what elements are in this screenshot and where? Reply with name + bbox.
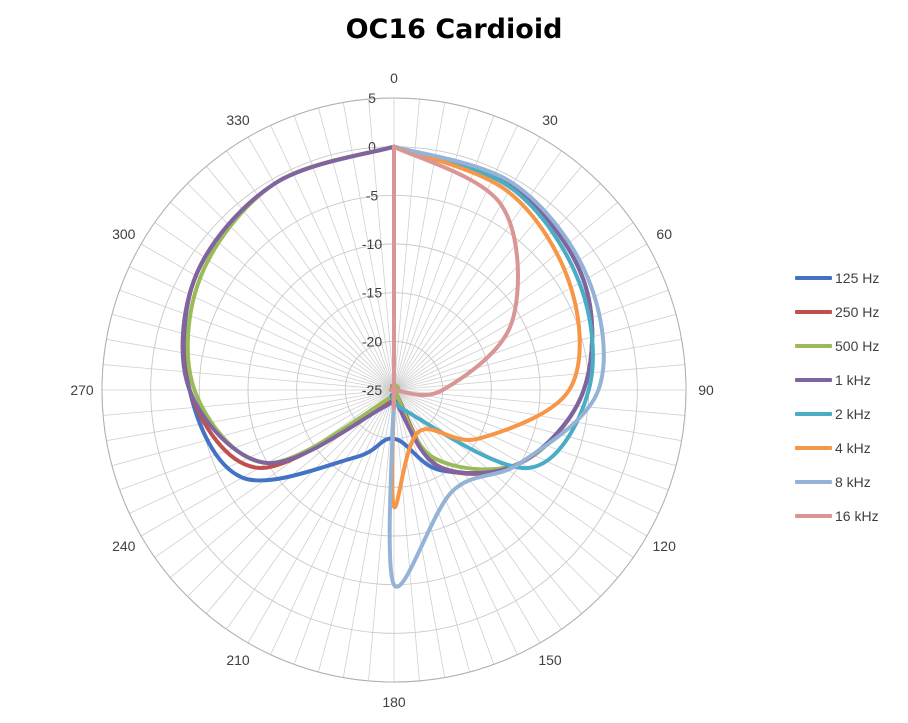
legend-item: 500 Hz [795,329,905,363]
legend-item: 8 kHz [795,465,905,499]
radial-tick-label: -25 [362,382,382,398]
legend-label: 8 kHz [835,474,871,490]
legend-swatch [795,344,832,348]
legend-swatch [795,446,832,450]
legend-item: 16 kHz [795,499,905,533]
legend-label: 125 Hz [835,270,880,286]
radial-tick-labels: 5 0 -5 -10 -15 -20 -25 [362,90,382,398]
legend-item: 1 kHz [795,363,905,397]
legend-item: 125 Hz [795,261,905,295]
angle-tick-label: 270 [70,382,94,398]
legend-item: 2 kHz [795,397,905,431]
series-line [390,144,582,509]
grid [101,97,687,683]
legend-label: 4 kHz [835,440,871,456]
legend-swatch [795,378,832,382]
legend-swatch [795,310,832,314]
angle-tick-label: 240 [112,538,136,554]
angle-tick-label: 300 [112,226,136,242]
legend-label: 1 kHz [835,372,871,388]
radial-tick-label: -20 [362,333,382,349]
radial-tick-label: -15 [362,285,382,301]
outer-ring [101,97,687,683]
angle-tick-label: 90 [698,382,714,398]
legend-item: 250 Hz [795,295,905,329]
legend-swatch [795,276,832,280]
angle-tick-label: 330 [226,112,250,128]
angle-tick-label: 120 [653,538,677,554]
legend-label: 2 kHz [835,406,871,422]
angle-tick-labels: 0 30 60 90 120 150 180 210 240 270 300 330 [70,70,714,710]
legend-swatch [795,480,832,484]
legend-label: 250 Hz [835,304,880,320]
series-line [388,144,520,410]
angle-tick-label: 180 [382,694,406,710]
angle-tick-label: 60 [656,226,672,242]
series-lines [180,144,606,589]
legend-label: 16 kHz [835,508,879,524]
angle-tick-label: 0 [390,70,398,86]
legend: 125 Hz 250 Hz 500 Hz 1 kHz 2 kHz 4 kHz 8 kHz 16… [795,261,905,533]
radial-tick-label: 0 [368,139,376,155]
radial-tick-label: -5 [366,187,379,203]
legend-swatch [795,412,832,416]
angle-tick-label: 210 [226,652,250,668]
radial-tick-label: -10 [362,236,382,252]
chart-title: OC16 Cardioid [345,14,563,45]
angle-tick-label: 150 [538,652,562,668]
legend-label: 500 Hz [835,338,880,354]
legend-swatch [795,514,832,518]
radial-tick-label: 5 [368,90,376,106]
legend-item: 4 kHz [795,431,905,465]
angle-tick-label: 30 [542,112,558,128]
